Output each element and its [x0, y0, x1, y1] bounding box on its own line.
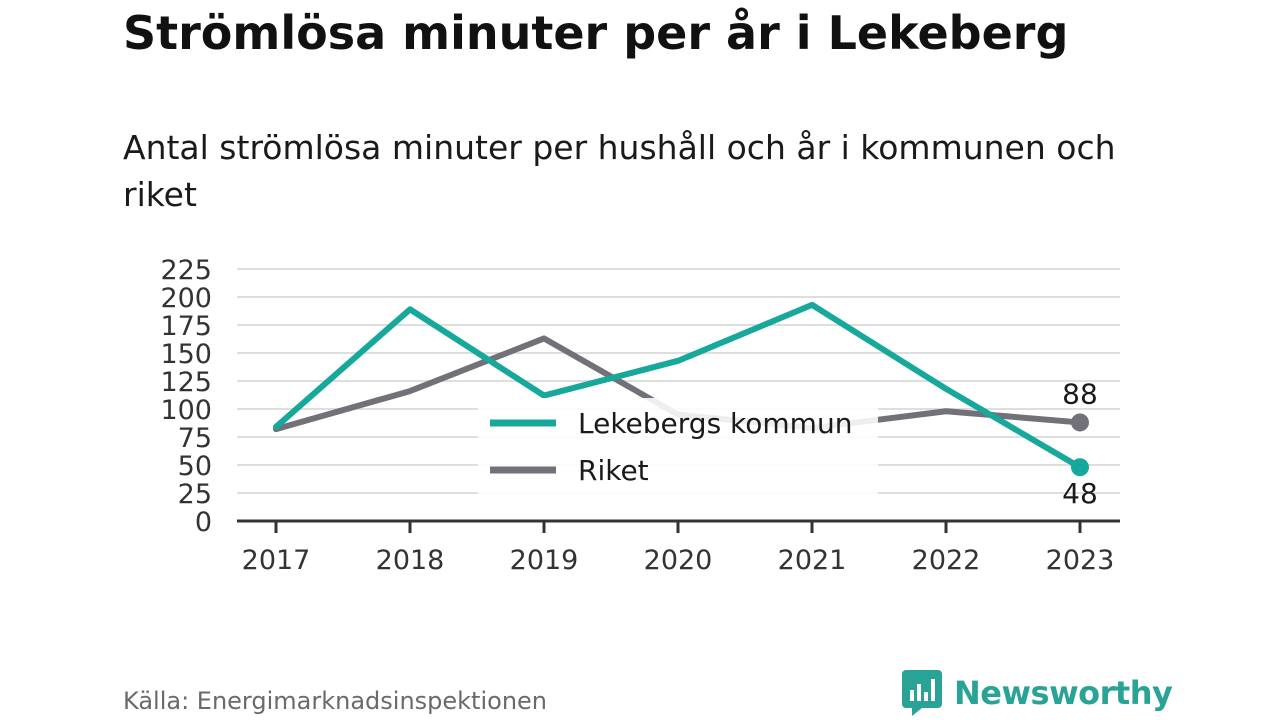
- y-tick-label: 200: [160, 283, 212, 314]
- legend-label: Lekebergs kommun: [578, 407, 852, 440]
- chart-title: Strömlösa minuter per år i Lekeberg: [123, 6, 1069, 60]
- series-end-point: [1071, 458, 1089, 477]
- brand-name: Newsworthy: [954, 674, 1173, 712]
- x-tick-label: 2022: [912, 545, 981, 576]
- x-tick-label: 2020: [644, 545, 713, 576]
- chart-subtitle: Antal strömlösa minuter per hushåll och …: [123, 128, 1116, 214]
- x-tick-label: 2023: [1046, 545, 1115, 576]
- brand-logo: Newsworthy: [902, 668, 1173, 718]
- y-tick-label: 75: [178, 423, 212, 454]
- y-tick-label: 225: [160, 255, 212, 286]
- legend-label: Riket: [578, 454, 649, 487]
- x-axis: 2017 2018 2019 2020 2021 2022 2023: [237, 519, 1120, 576]
- y-tick-label: 150: [160, 339, 212, 370]
- end-labels: 48 88: [1062, 377, 1098, 510]
- end-value-label: 48: [1062, 477, 1098, 510]
- newsworthy-logo-icon: [902, 670, 942, 716]
- x-tick-label: 2019: [510, 545, 579, 576]
- x-tick-label: 2018: [376, 545, 445, 576]
- y-tick-label: 50: [178, 451, 212, 482]
- y-tick-label: 100: [160, 395, 212, 426]
- x-tick-label: 2017: [242, 545, 311, 576]
- end-value-label: 88: [1062, 377, 1098, 410]
- legend-background: [478, 398, 878, 494]
- x-tick-label: 2021: [778, 545, 847, 576]
- source-note: Källa: Energimarknadsinspektionen: [123, 687, 548, 715]
- y-tick-label: 175: [160, 311, 212, 342]
- series-line: [273, 301, 1083, 471]
- y-tick-label: 25: [178, 479, 212, 510]
- series-end-point: [1071, 413, 1089, 432]
- y-tick-label: 125: [160, 367, 212, 398]
- legend: Lekebergs kommun Riket: [478, 398, 878, 494]
- y-tick-label: 0: [195, 507, 212, 538]
